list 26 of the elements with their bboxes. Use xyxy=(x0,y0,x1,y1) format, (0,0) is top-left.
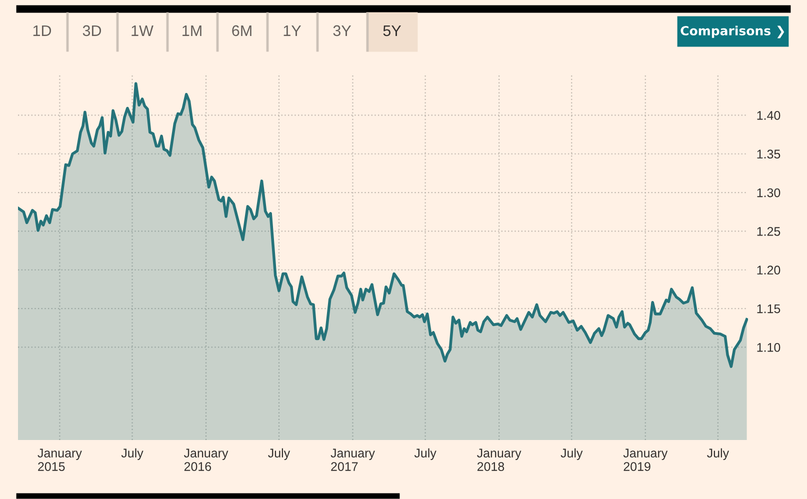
text: 1M xyxy=(182,25,202,36)
y-tick-label: 1.30 xyxy=(757,188,780,198)
y-tick-label: 1.15 xyxy=(757,304,780,314)
x-tick-label: July xyxy=(560,448,583,460)
x-tick-label: July xyxy=(268,448,290,460)
text: 1D xyxy=(33,25,52,36)
text: 1W xyxy=(132,25,154,36)
x-tick-label: January 2018 xyxy=(477,448,522,471)
text: 3Y xyxy=(333,25,352,36)
x-tick-label: January 2017 xyxy=(330,448,375,471)
x-tick-label: January 2016 xyxy=(184,448,228,471)
y-tick-label: 1.25 xyxy=(757,227,780,236)
x-tick-label: July xyxy=(707,448,730,460)
text: Comparisons ❯ xyxy=(680,26,784,38)
text: 3D xyxy=(82,25,102,36)
y-tick-label: 1.35 xyxy=(757,150,780,159)
text: 1Y xyxy=(284,25,302,36)
x-tick-label: January 2015 xyxy=(38,448,82,471)
y-tick-label: 1.40 xyxy=(757,111,780,120)
y-tick-label: 1.10 xyxy=(757,343,780,352)
x-tick-label: July xyxy=(414,448,436,460)
x-tick-label: January 2019 xyxy=(623,448,668,471)
y-tick-label: 1.20 xyxy=(757,266,780,275)
x-tick-label: July xyxy=(121,448,144,460)
text: 5Y xyxy=(383,25,402,36)
text: 6M xyxy=(232,25,252,36)
